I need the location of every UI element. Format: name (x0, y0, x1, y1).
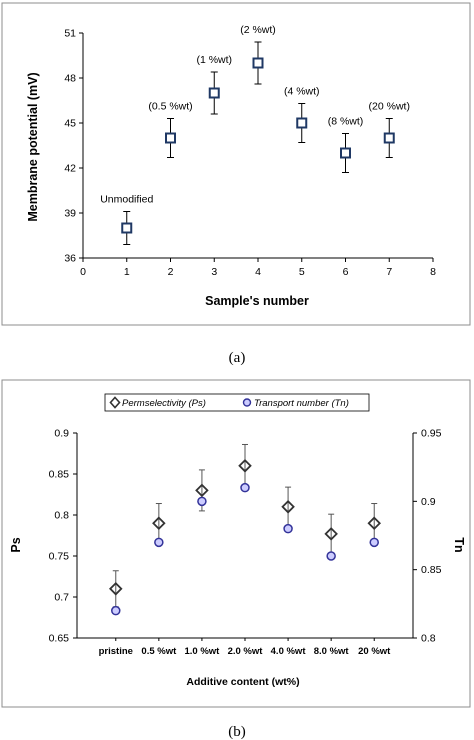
chart-b-y2-tick-label: 0.95 (421, 428, 442, 440)
chart-a-marks: Unmodified (0.5 %wt) (1 %wt) (2 %wt) (4 %wt)… (100, 24, 410, 245)
chart-a-point-label: (1 %wt) (196, 54, 232, 66)
chart-b-x-axis-label: Additive content (wt%) (186, 676, 299, 688)
chart-a-x-tick-label: 5 (299, 266, 305, 278)
chart-b-y-tick-label: 0.7 (54, 592, 69, 604)
chart-b-tn-point (326, 551, 336, 561)
chart-a-data-point (383, 132, 395, 144)
chart-b-y-tick-label: 0.9 (54, 428, 69, 440)
chart-a-x-tick-label: 8 (430, 266, 436, 278)
chart-b-category-label: 2.0 %wt (228, 646, 264, 657)
chart-b-tn-point (154, 537, 164, 548)
chart-a-data-point (340, 147, 351, 159)
chart-a-point-label: (0.5 %wt) (148, 101, 192, 113)
chart-b-legend: Permselectivity (Ps) Transport number (T… (104, 393, 370, 412)
chart-b-y2-tick-label: 0.8 (421, 633, 436, 645)
chart-a-point-label: Unmodified (100, 194, 153, 206)
chart-b-category-label: pristine (99, 646, 133, 657)
chart-a-data-point (252, 57, 264, 69)
chart-a-x-tick-label: 7 (386, 266, 392, 278)
chart-a-point-label: (8 %wt) (328, 116, 364, 128)
chart-b-ps-point (108, 582, 123, 596)
chart-a-point-label: (2 %wt) (240, 24, 276, 36)
chart-b-y-tick-label: 0.75 (49, 551, 70, 563)
chart-b-y-tick-label: 0.65 (49, 633, 70, 645)
chart-a-x-tick-label: 3 (211, 266, 217, 278)
chart-b-frame (1, 379, 471, 708)
chart-b-ps-point (238, 459, 252, 473)
legend-box (104, 393, 370, 412)
chart-b-category-label: 4.0 %wt (271, 646, 307, 657)
chart-a-y-axis-label: Membrane potential (mV) (26, 72, 40, 221)
chart-b-category-label: 1.0 %wt (184, 646, 220, 657)
chart-b-category-label: 0.5 %wt (141, 646, 177, 657)
chart-b-y-axis-label: Ps (9, 537, 23, 552)
chart-b-category-label: 8.0 %wt (314, 646, 350, 657)
chart-a-y-tick-label: 51 (64, 28, 76, 40)
chart-a-data-point (121, 222, 133, 234)
chart-b-y2-tick-label: 0.9 (421, 496, 436, 508)
legend-circle-marker (242, 398, 252, 407)
chart-a-data-point (208, 87, 220, 99)
chart-b-y-tick-label: 0.85 (49, 469, 70, 481)
caption-a: (a) (229, 350, 246, 366)
chart-b-ps-point (324, 527, 338, 541)
chart-b-tn-point (283, 523, 293, 534)
chart-a-x-tick-label: 6 (343, 266, 349, 278)
legend-diamond-marker (109, 396, 121, 409)
chart-a-data-point (296, 117, 308, 129)
chart-a-point-label: (20 %wt) (369, 101, 410, 113)
chart-b-tn-point (197, 496, 207, 507)
chart-a-point-label: (4 %wt) (284, 86, 320, 98)
chart-b-y2-tick-label: 0.85 (421, 564, 442, 576)
chart-b-ps-point (367, 516, 382, 530)
chart-a-y-tick-label: 36 (64, 253, 76, 265)
chart-b-tn-point (369, 537, 379, 548)
chart-b-marks (108, 443, 382, 616)
chart-a-y-tick-label: 42 (64, 163, 76, 175)
chart-a-x-tick-label: 4 (255, 266, 261, 278)
chart-a-x-tick-label: 0 (80, 266, 86, 278)
chart-a-y-tick-label: 48 (64, 73, 76, 85)
chart-b-ps-point (195, 483, 209, 498)
caption-b: (b) (228, 724, 246, 740)
legend-label-transport-number: Transport number (Tn) (254, 398, 349, 409)
chart-b-tn-point (240, 482, 250, 493)
chart-b-y2-axis-label: Tn (452, 537, 466, 552)
chart-b-category-label: 20 %wt (358, 646, 391, 657)
chart-a-frame (1, 2, 471, 326)
chart-b-ps-point (281, 500, 295, 514)
legend-label-permselectivity: Permselectivity (Ps) (122, 398, 206, 409)
chart-a-y-tick-label: 45 (64, 118, 76, 130)
chart-a-x-tick-label: 2 (168, 266, 174, 278)
chart-a-x-axis-label: Sample's number (205, 294, 309, 308)
chart-b-tn-point (111, 605, 121, 616)
chart-a-x-tick-label: 1 (124, 266, 130, 278)
chart-b-ps-point (152, 516, 166, 530)
chart-a-y-tick-label: 39 (64, 208, 76, 220)
chart-b-axes: 0.65 0.7 0.75 0.8 0.85 0.9 0.8 0.85 0.9 0.95 prist… (49, 428, 442, 658)
chart-a-data-point (165, 132, 176, 144)
chart-b-y-tick-label: 0.8 (54, 510, 69, 522)
